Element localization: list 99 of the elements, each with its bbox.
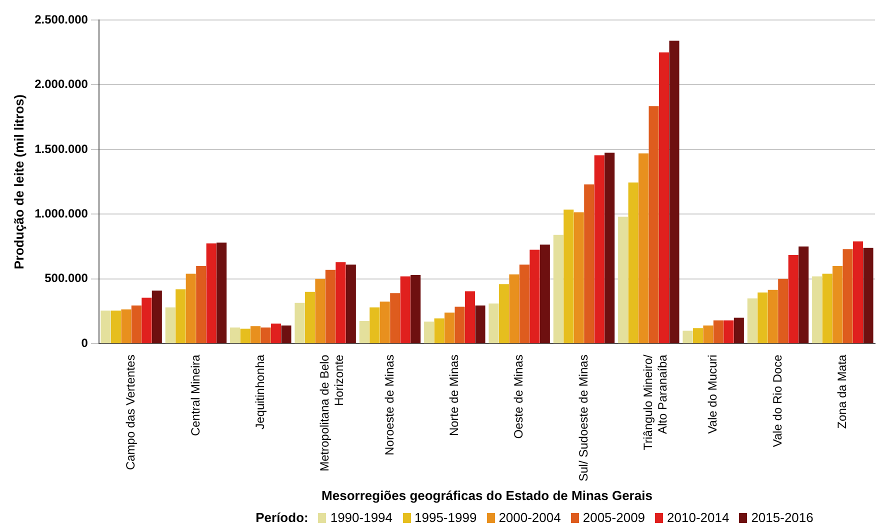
bar bbox=[509, 274, 520, 344]
x-tick-label: Metropolitana de Belo Horizonte bbox=[318, 354, 346, 472]
bar bbox=[682, 330, 693, 344]
x-tick-label: Noroeste de Minas bbox=[382, 354, 396, 456]
bar bbox=[659, 52, 670, 344]
x-tick-label: Campo das Vertentes bbox=[124, 354, 138, 470]
bar bbox=[853, 241, 864, 344]
bar bbox=[498, 284, 509, 344]
x-tick-label: Oeste de Minas bbox=[512, 354, 526, 439]
x-tick-label: Vale do Mucuri bbox=[706, 354, 720, 434]
bar bbox=[475, 305, 486, 344]
bar bbox=[798, 246, 809, 344]
bar bbox=[488, 304, 499, 344]
bar bbox=[842, 249, 853, 344]
bar bbox=[444, 312, 455, 344]
bar bbox=[747, 298, 758, 344]
bar bbox=[832, 266, 843, 344]
bar bbox=[206, 243, 216, 344]
bar bbox=[370, 307, 380, 344]
bar bbox=[788, 254, 798, 344]
bar bbox=[294, 302, 305, 344]
y-tick-label: 2.500.000 bbox=[34, 12, 88, 26]
bar bbox=[648, 106, 659, 344]
bar bbox=[336, 262, 346, 344]
bar bbox=[260, 327, 271, 344]
bar bbox=[380, 302, 390, 344]
bar bbox=[454, 306, 465, 344]
bar bbox=[530, 250, 540, 344]
bar bbox=[346, 264, 356, 344]
bar bbox=[216, 242, 227, 344]
bar bbox=[768, 290, 778, 344]
bar bbox=[863, 248, 874, 344]
x-tick-label: Triângulo Mineiro/ Alto Paranaíba bbox=[640, 354, 670, 450]
bar bbox=[230, 327, 240, 344]
bar bbox=[594, 155, 604, 344]
bar bbox=[281, 326, 292, 344]
bar bbox=[758, 292, 768, 344]
bar bbox=[410, 275, 421, 344]
bar bbox=[465, 291, 476, 344]
y-tick-label: 0 bbox=[81, 336, 88, 350]
bar bbox=[638, 153, 649, 344]
legend-label: 2010-2014 bbox=[667, 510, 730, 525]
bar bbox=[574, 212, 584, 344]
bar bbox=[713, 320, 724, 344]
bar bbox=[131, 305, 142, 344]
y-tick-label: 500.000 bbox=[44, 271, 88, 286]
legend-label: 2015-2016 bbox=[751, 510, 814, 525]
bar bbox=[176, 289, 186, 344]
bar bbox=[240, 328, 250, 344]
bar bbox=[100, 310, 111, 344]
bar bbox=[152, 290, 162, 344]
y-tick-label: 1.500.000 bbox=[34, 142, 88, 156]
legend-title: Período: bbox=[256, 510, 308, 525]
bar bbox=[553, 234, 564, 344]
bar bbox=[121, 309, 132, 344]
bar bbox=[669, 40, 680, 344]
x-tick-label: Sul/ Sudoeste de Minas bbox=[576, 354, 590, 482]
bar bbox=[186, 274, 196, 344]
bar bbox=[692, 328, 703, 344]
bar bbox=[519, 264, 530, 344]
legend-label: 2005-2009 bbox=[582, 510, 646, 525]
bar bbox=[250, 326, 261, 344]
x-tick-label: Central Mineira bbox=[188, 354, 202, 436]
bar bbox=[564, 210, 574, 344]
bar bbox=[424, 322, 434, 344]
bar bbox=[325, 270, 336, 344]
legend-label: 2000-2004 bbox=[498, 510, 561, 525]
legend-label: 1990-1994 bbox=[330, 510, 393, 525]
bar bbox=[304, 292, 315, 344]
x-axis-title: Mesorregiões geográficas do Estado de Minas Gerais bbox=[322, 488, 652, 503]
x-tick-label: Norte de Minas bbox=[446, 354, 461, 436]
legend-label: 1995-1999 bbox=[414, 510, 477, 525]
y-tick-label: 2.000.000 bbox=[34, 77, 88, 92]
bar bbox=[812, 276, 822, 344]
bar bbox=[315, 278, 326, 344]
bar bbox=[110, 310, 121, 344]
bar bbox=[618, 216, 628, 344]
x-tick-label: Vale do Rio Doce bbox=[770, 354, 784, 448]
bar bbox=[778, 278, 788, 344]
bar bbox=[400, 276, 410, 344]
bar bbox=[196, 266, 206, 344]
y-axis-title: Produção de leite (mil litros) bbox=[11, 94, 26, 270]
y-tick-label: 1.000.000 bbox=[34, 206, 88, 221]
bar bbox=[703, 326, 714, 344]
bar bbox=[604, 152, 615, 344]
bar bbox=[734, 318, 744, 344]
bar bbox=[822, 274, 832, 344]
bar bbox=[434, 318, 444, 344]
x-tick-label: Zona da Mata bbox=[834, 354, 849, 429]
x-tick-label: Jequitinhonha bbox=[252, 354, 267, 430]
bar bbox=[390, 293, 400, 344]
bar bbox=[540, 244, 550, 344]
bar bbox=[142, 298, 152, 344]
bar bbox=[165, 307, 176, 344]
bar bbox=[628, 182, 638, 344]
bar bbox=[359, 321, 370, 344]
bar bbox=[724, 320, 734, 344]
bar bbox=[584, 184, 594, 344]
bar bbox=[270, 324, 282, 344]
